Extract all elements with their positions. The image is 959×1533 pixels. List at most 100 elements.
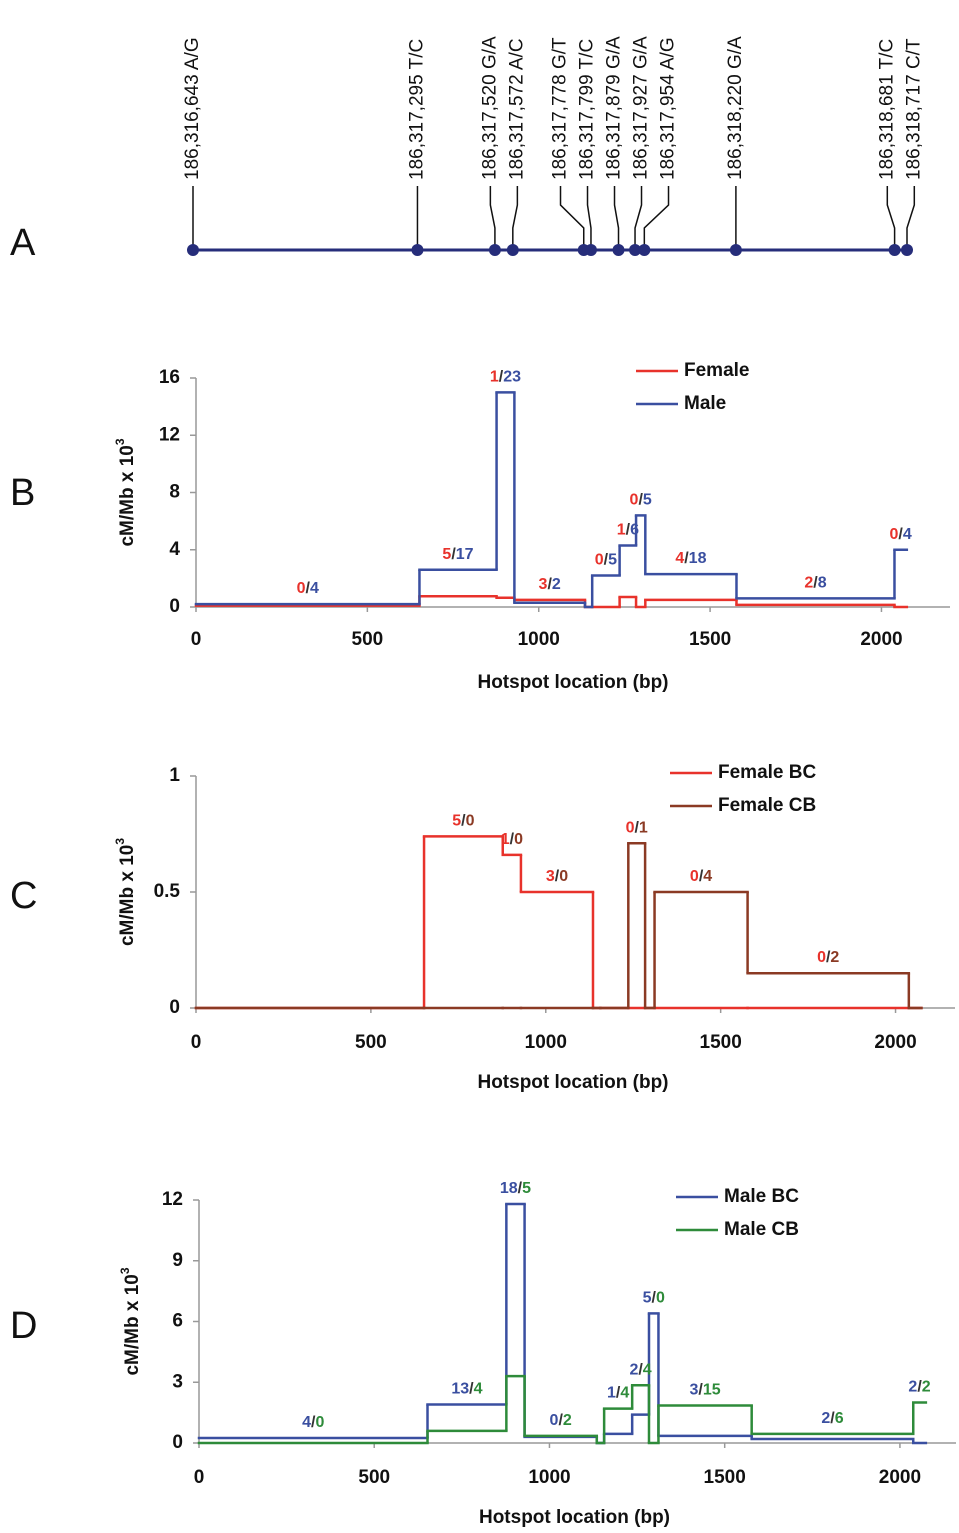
panel-letter: A <box>10 222 36 264</box>
snp-dot <box>187 244 199 256</box>
snp-leader <box>559 186 585 250</box>
snp-leader <box>886 186 896 250</box>
y-axis-label: cM/Mb x 103 <box>113 838 138 946</box>
segment-label-second: 0 <box>315 1414 324 1431</box>
segment-label-first: 0 <box>690 868 699 885</box>
segment-label-second: 2 <box>922 1379 931 1396</box>
y-axis-label-text: cM/Mb x 10 <box>122 1274 143 1375</box>
segment-label-second: 6 <box>630 522 639 539</box>
segment-label-separator: / <box>898 526 903 543</box>
segment-label: 5/0 <box>452 813 474 830</box>
segment-label-first: 0 <box>630 492 639 509</box>
segment-label: 2/8 <box>804 575 826 592</box>
segment-label-separator: / <box>558 1412 563 1429</box>
y-tick-label: 12 <box>159 424 180 445</box>
snp-label: 186,317,799 T/C <box>577 39 598 180</box>
snp-dot <box>729 244 742 256</box>
segment-label-separator: / <box>634 819 639 836</box>
segment-label-first: 3 <box>546 868 555 885</box>
segment-label: 0/4 <box>890 526 912 543</box>
segment-label-second: 4 <box>903 526 912 543</box>
segment-label: 4/0 <box>302 1414 324 1431</box>
segment-label-separator: / <box>813 575 818 592</box>
segment-label-separator: / <box>917 1379 922 1396</box>
segment-label-second: 6 <box>835 1410 844 1427</box>
segment-label: 3/2 <box>539 576 561 593</box>
segment-label-second: 23 <box>503 369 521 386</box>
segment-label-first: 0 <box>297 580 306 597</box>
snp-label: 186,318,681 T/C <box>876 39 897 180</box>
segment-label-second: 2 <box>830 949 839 966</box>
segment-label-first: 5 <box>643 1290 652 1307</box>
segment-label-second: 0 <box>514 831 523 848</box>
x-tick-label: 1500 <box>700 1032 742 1053</box>
segment-label-separator: / <box>826 949 831 966</box>
segment-label-second: 15 <box>703 1382 721 1399</box>
segment-label-first: 0 <box>550 1412 559 1429</box>
y-tick-label: 0 <box>169 596 180 617</box>
snp-label: 186,316,643 A/G <box>182 37 203 180</box>
y-tick-label: 8 <box>169 482 180 503</box>
segment-label-first: 0 <box>817 949 826 966</box>
segment-label-separator: / <box>510 831 515 848</box>
x-axis-label: Hotspot location (bp) <box>479 1507 670 1528</box>
snp-dot <box>901 244 913 256</box>
segment-label-second: 8 <box>818 575 827 592</box>
segment-label: 4/18 <box>675 550 706 567</box>
segment-label-first: 1 <box>607 1385 616 1402</box>
y-tick-label: 0.5 <box>154 881 181 902</box>
segment-label-first: 1 <box>501 831 510 848</box>
segment-label-second: 4 <box>620 1385 629 1402</box>
segment-label-second: 5 <box>522 1180 531 1197</box>
segment-label-separator: / <box>518 1180 523 1197</box>
y-tick-label: 1 <box>169 765 180 786</box>
segment-label-first: 1 <box>617 522 626 539</box>
panel-letter: C <box>10 875 37 917</box>
y-axis-label-text: cM/Mb x 10 <box>117 445 138 546</box>
snp-label: 186,317,927 G/A <box>631 36 652 180</box>
segment-label: 0/5 <box>630 492 652 509</box>
x-tick-label: 2000 <box>874 1032 916 1053</box>
x-tick-label: 1000 <box>528 1467 570 1488</box>
snp-dot <box>584 244 597 256</box>
segment-label-second: 0 <box>559 868 568 885</box>
x-tick-label: 500 <box>358 1467 390 1488</box>
segment-label: 3/0 <box>546 868 568 885</box>
segment-label-separator: / <box>461 813 466 830</box>
y-tick-label: 0 <box>172 1432 183 1453</box>
snp-label: 186,317,879 G/A <box>604 36 625 180</box>
segment-label-first: 1 <box>490 369 499 386</box>
x-tick-label: 2000 <box>860 629 902 650</box>
y-axis-label: cM/Mb x 103 <box>118 1267 143 1375</box>
segment-label-first: 18 <box>500 1180 518 1197</box>
segment-label: 1/0 <box>501 831 523 848</box>
segment-label-separator: / <box>499 369 504 386</box>
segment-label: 13/4 <box>451 1381 482 1398</box>
snp-dot <box>638 244 651 256</box>
segment-label-separator: / <box>651 1290 656 1307</box>
snp-leader <box>906 186 916 250</box>
segment-label-first: 5 <box>442 546 451 563</box>
x-tick-label: 0 <box>191 629 202 650</box>
snp-leader <box>489 186 496 250</box>
snp-dot <box>411 244 424 256</box>
segment-label: 1/23 <box>490 369 521 386</box>
segment-label: 0/4 <box>690 868 712 885</box>
y-axis-label-text: cM/Mb x 10 <box>117 845 138 946</box>
segment-label: 0/1 <box>626 819 648 836</box>
y-axis-label-exponent: 3 <box>113 438 127 445</box>
segment-label: 1/4 <box>607 1385 629 1402</box>
segment-label-first: 0 <box>595 552 604 569</box>
x-tick-label: 0 <box>194 1467 205 1488</box>
snp-label: 186,317,295 T/C <box>406 39 427 180</box>
segment-label: 0/2 <box>817 949 839 966</box>
snp-leader <box>613 186 620 250</box>
snp-dot <box>506 244 519 256</box>
legend-label: Male CB <box>724 1219 799 1240</box>
x-tick-label: 500 <box>352 629 384 650</box>
segment-label-first: 3 <box>689 1382 698 1399</box>
snp-label: 186,317,520 G/A <box>479 36 500 180</box>
y-tick-label: 9 <box>172 1250 183 1271</box>
snp-dot <box>888 244 901 256</box>
